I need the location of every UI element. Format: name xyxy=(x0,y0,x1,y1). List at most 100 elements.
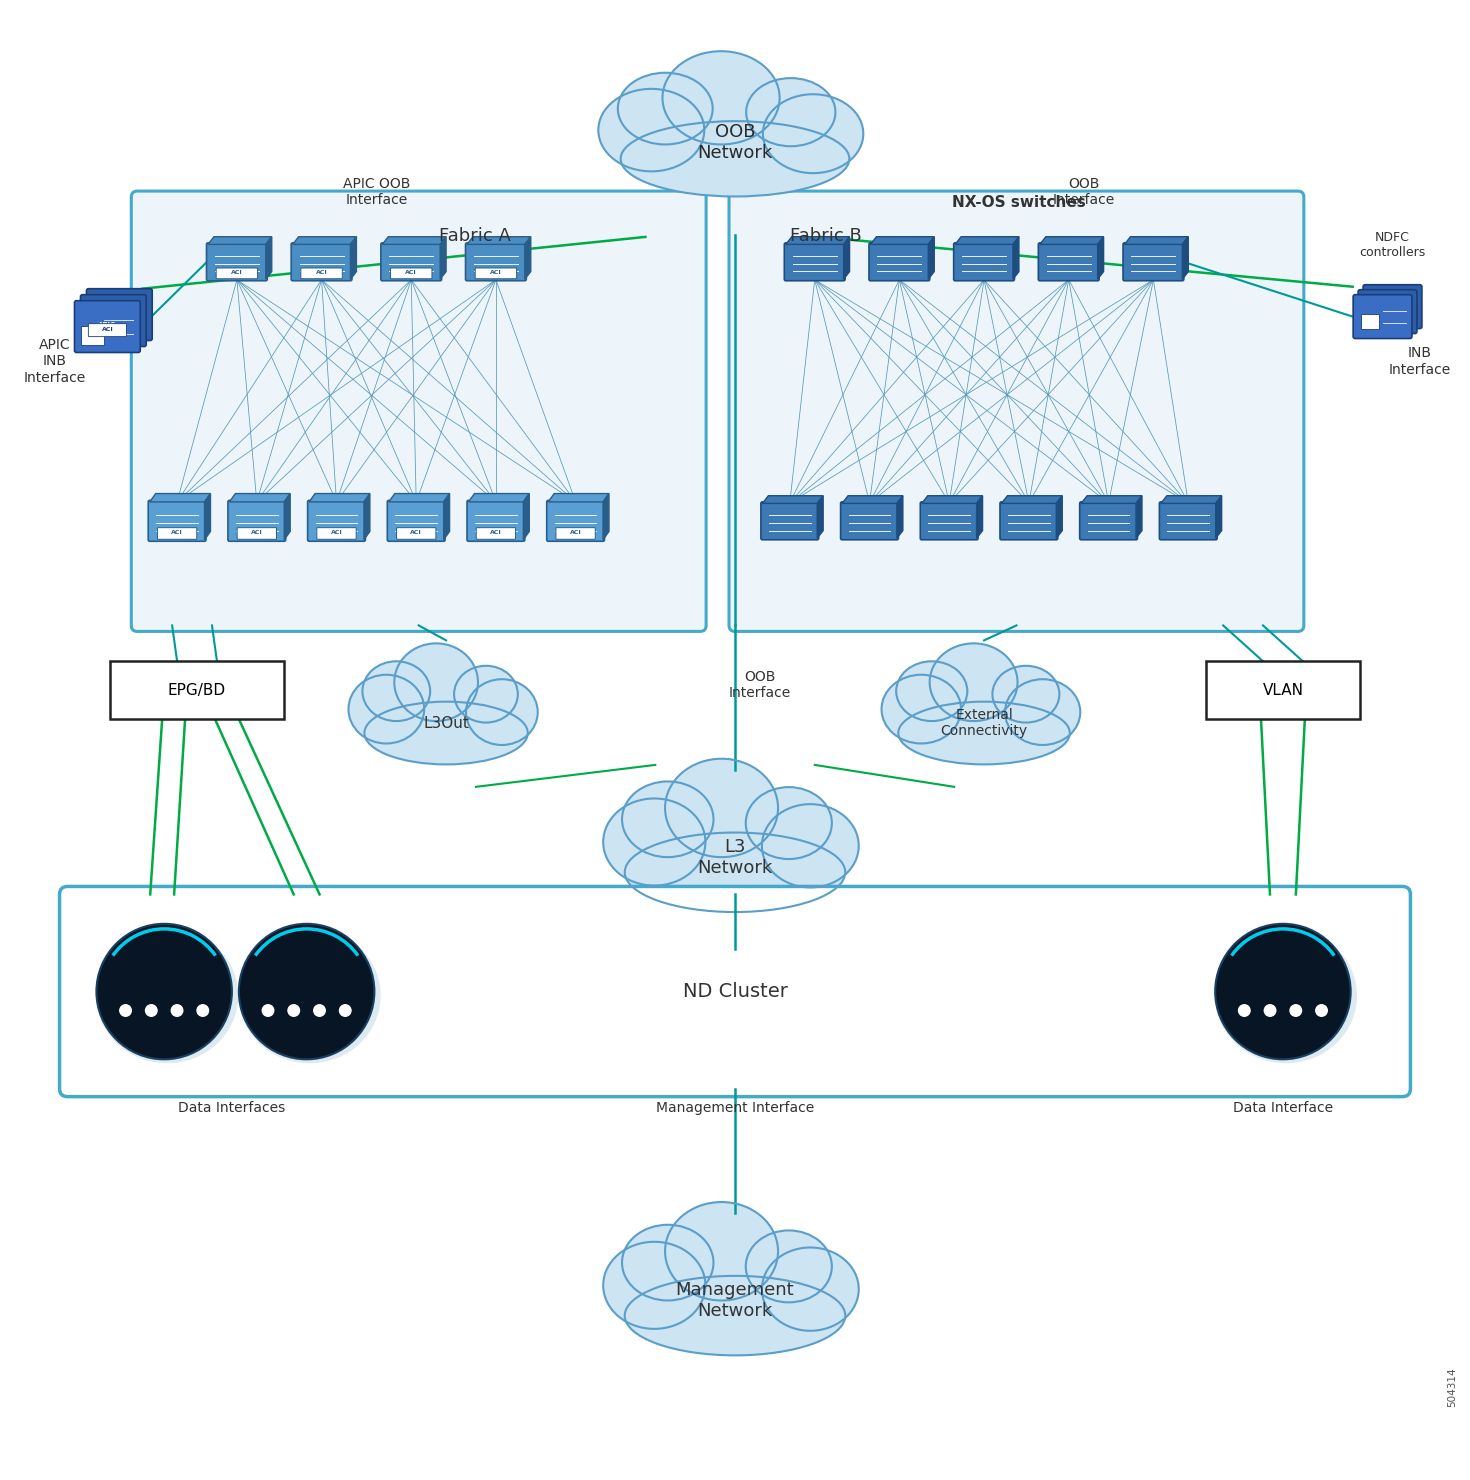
FancyBboxPatch shape xyxy=(467,500,525,542)
Text: ACI: ACI xyxy=(251,530,263,536)
Polygon shape xyxy=(870,237,935,244)
Text: Fabric B: Fabric B xyxy=(789,226,861,246)
Polygon shape xyxy=(1082,496,1142,503)
Circle shape xyxy=(262,1005,273,1017)
Text: ACI: ACI xyxy=(316,271,328,275)
FancyBboxPatch shape xyxy=(157,528,197,539)
Ellipse shape xyxy=(745,1230,832,1302)
Polygon shape xyxy=(817,496,823,539)
Polygon shape xyxy=(1125,237,1188,244)
FancyBboxPatch shape xyxy=(301,268,343,278)
FancyBboxPatch shape xyxy=(1372,305,1389,320)
FancyBboxPatch shape xyxy=(1363,284,1421,329)
Ellipse shape xyxy=(897,662,967,721)
Ellipse shape xyxy=(348,675,425,743)
Text: 504314: 504314 xyxy=(1448,1368,1457,1407)
FancyBboxPatch shape xyxy=(1358,290,1417,333)
Text: ACI: ACI xyxy=(171,530,182,536)
Text: ACI: ACI xyxy=(570,530,582,536)
FancyBboxPatch shape xyxy=(869,243,929,281)
FancyBboxPatch shape xyxy=(206,243,268,281)
FancyBboxPatch shape xyxy=(1160,502,1217,540)
FancyBboxPatch shape xyxy=(1000,502,1058,540)
FancyBboxPatch shape xyxy=(88,324,126,336)
FancyBboxPatch shape xyxy=(954,243,1014,281)
Ellipse shape xyxy=(363,662,431,721)
Text: Data Interface: Data Interface xyxy=(1233,1101,1333,1114)
Text: NX-OS switches: NX-OS switches xyxy=(953,194,1086,210)
Polygon shape xyxy=(284,493,290,540)
Polygon shape xyxy=(229,493,290,502)
Polygon shape xyxy=(548,493,609,502)
Text: ACI: ACI xyxy=(410,530,422,536)
Polygon shape xyxy=(976,496,982,539)
Text: APIC OOB
Interface: APIC OOB Interface xyxy=(343,178,410,207)
Ellipse shape xyxy=(882,675,961,743)
Ellipse shape xyxy=(625,833,845,912)
FancyBboxPatch shape xyxy=(291,243,351,281)
FancyBboxPatch shape xyxy=(1366,309,1383,324)
FancyBboxPatch shape xyxy=(318,528,356,539)
Polygon shape xyxy=(150,493,210,502)
FancyBboxPatch shape xyxy=(381,243,441,281)
Polygon shape xyxy=(444,493,450,540)
Polygon shape xyxy=(467,237,531,244)
FancyBboxPatch shape xyxy=(391,268,432,278)
Polygon shape xyxy=(1182,237,1188,280)
Polygon shape xyxy=(1039,237,1104,244)
FancyBboxPatch shape xyxy=(729,191,1304,632)
Circle shape xyxy=(340,1005,351,1017)
Polygon shape xyxy=(1161,496,1222,503)
FancyBboxPatch shape xyxy=(466,243,526,281)
Polygon shape xyxy=(388,493,450,502)
Ellipse shape xyxy=(603,799,706,885)
FancyBboxPatch shape xyxy=(81,295,146,346)
Polygon shape xyxy=(844,237,850,280)
FancyBboxPatch shape xyxy=(547,500,604,542)
Text: NDFC
controllers: NDFC controllers xyxy=(1360,231,1426,259)
FancyBboxPatch shape xyxy=(131,191,706,632)
Circle shape xyxy=(313,1005,325,1017)
FancyBboxPatch shape xyxy=(397,528,437,539)
Ellipse shape xyxy=(96,928,238,1063)
FancyBboxPatch shape xyxy=(87,289,153,340)
Polygon shape xyxy=(1216,496,1222,539)
Circle shape xyxy=(146,1005,157,1017)
Text: APIC: APIC xyxy=(98,321,116,327)
Polygon shape xyxy=(763,496,823,503)
Polygon shape xyxy=(523,493,529,540)
Ellipse shape xyxy=(747,78,835,147)
Text: L3
Network: L3 Network xyxy=(697,838,773,878)
Text: Management Interface: Management Interface xyxy=(656,1101,814,1114)
Polygon shape xyxy=(309,493,370,502)
Ellipse shape xyxy=(603,1242,706,1329)
Circle shape xyxy=(172,1005,182,1017)
FancyBboxPatch shape xyxy=(475,268,516,278)
Circle shape xyxy=(1239,1005,1250,1017)
Ellipse shape xyxy=(454,666,517,722)
Ellipse shape xyxy=(929,644,1017,721)
FancyBboxPatch shape xyxy=(148,500,206,542)
FancyBboxPatch shape xyxy=(387,500,445,542)
Text: Fabric A: Fabric A xyxy=(440,226,512,246)
FancyBboxPatch shape xyxy=(920,502,978,540)
Circle shape xyxy=(197,1005,209,1017)
Polygon shape xyxy=(469,493,529,502)
FancyBboxPatch shape xyxy=(761,502,819,540)
Polygon shape xyxy=(897,496,903,539)
Circle shape xyxy=(1316,1005,1327,1017)
FancyBboxPatch shape xyxy=(81,326,103,345)
Polygon shape xyxy=(1057,496,1063,539)
Polygon shape xyxy=(365,493,370,540)
FancyBboxPatch shape xyxy=(60,887,1410,1097)
Ellipse shape xyxy=(1214,928,1357,1063)
FancyBboxPatch shape xyxy=(556,528,595,539)
Polygon shape xyxy=(1136,496,1142,539)
FancyBboxPatch shape xyxy=(785,243,845,281)
Ellipse shape xyxy=(664,1202,778,1301)
FancyBboxPatch shape xyxy=(237,528,276,539)
FancyBboxPatch shape xyxy=(1038,243,1100,281)
Polygon shape xyxy=(922,496,982,503)
Text: ACI: ACI xyxy=(490,530,501,536)
Polygon shape xyxy=(382,237,445,244)
